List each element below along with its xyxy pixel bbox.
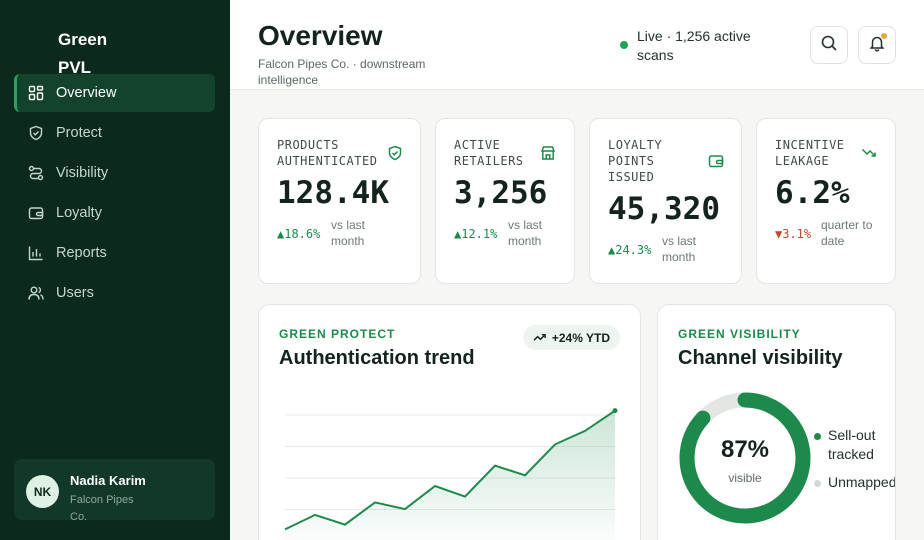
stat-card-incentive-leakage: INCENTIVE LEAKAGE 6.2% ▼3.1% quarter to … xyxy=(756,118,896,284)
channel-visibility-panel: GREEN VISIBILITY Channel visibility 87% … xyxy=(657,304,896,540)
sidebar-item-overview[interactable]: Overview xyxy=(14,74,215,112)
store-icon xyxy=(540,145,556,161)
stat-label: INCENTIVE LEAKAGE xyxy=(775,138,845,168)
stat-delta: ▼3.1% xyxy=(775,227,812,241)
sidebar-item-protect[interactable]: Protect xyxy=(14,114,215,152)
sidebar-item-loyalty[interactable]: Loyalty xyxy=(14,194,215,232)
stat-card-loyalty-points: LOYALTY POINTS ISSUED 45,320 ▲24.3% vs l… xyxy=(589,118,742,284)
shield-icon xyxy=(28,125,44,141)
sidebar-item-visibility[interactable]: Visibility xyxy=(14,154,215,192)
bar-chart-icon xyxy=(28,245,44,261)
authentication-trend-panel: GREEN PROTECT Authentication trend +24% … xyxy=(258,304,641,540)
wallet-icon xyxy=(708,153,724,169)
ytd-badge: +24% YTD xyxy=(522,325,620,350)
stat-period: vs last month xyxy=(331,218,366,248)
sidebar-item-label: Loyalty xyxy=(56,205,102,221)
sidebar-item-label: Overview xyxy=(56,85,117,101)
stat-label: LOYALTY POINTS ISSUED xyxy=(608,138,663,184)
search-icon xyxy=(820,34,838,57)
stat-card-products-authenticated: PRODUCTS AUTHENTICATED 128.4K ▲18.6% vs … xyxy=(258,118,421,284)
page-title: Overview xyxy=(258,20,383,51)
sidebar-item-users[interactable]: Users xyxy=(14,274,215,312)
brand-name: Green PVL xyxy=(58,30,108,77)
trend-up-icon xyxy=(533,334,546,341)
legend-dot xyxy=(814,480,821,487)
trend-chart xyxy=(284,408,618,540)
trend-point-last xyxy=(612,408,618,414)
search-button[interactable] xyxy=(810,26,848,64)
donut-label: visible xyxy=(728,471,762,485)
wallet-icon xyxy=(28,205,44,221)
visibility-donut xyxy=(679,392,811,524)
panel-title: Authentication trend xyxy=(279,347,475,369)
stat-period: vs last month xyxy=(662,234,697,264)
legend-label: Unmapped xyxy=(828,474,896,490)
sidebar-item-label: Visibility xyxy=(56,165,109,181)
stat-value: 128.4K xyxy=(277,175,389,211)
sidebar-item-label: Reports xyxy=(56,245,107,261)
stat-value: 6.2% xyxy=(775,175,850,211)
stat-delta: ▲24.3% xyxy=(608,243,652,257)
legend-item-tracked: Sell-out tracked xyxy=(814,426,895,464)
donut-value-arc xyxy=(679,392,811,524)
sidebar-item-label: Users xyxy=(56,285,94,301)
sidebar-item-label: Protect xyxy=(56,125,102,141)
grid-icon xyxy=(28,85,44,101)
stat-value: 45,320 xyxy=(608,191,720,227)
sidebar: Green PVL Overview Protect Visibility Lo… xyxy=(0,0,230,540)
stat-label: PRODUCTS AUTHENTICATED xyxy=(277,138,378,168)
sidebar-item-reports[interactable]: Reports xyxy=(14,234,215,272)
stat-label: ACTIVE RETAILERS xyxy=(454,138,524,168)
live-status-text: Live · 1,256 active scans xyxy=(637,28,751,63)
stat-delta: ▲12.1% xyxy=(454,227,498,241)
panel-eyebrow: GREEN VISIBILITY xyxy=(678,327,801,341)
panel-title: Channel visibility xyxy=(678,347,843,369)
shield-check-icon xyxy=(387,145,403,161)
stat-period: quarter to date xyxy=(821,218,873,248)
legend-label: Sell-out tracked xyxy=(828,427,876,462)
stat-delta: ▲18.6% xyxy=(277,227,321,241)
legend-item-unmapped: Unmapped xyxy=(814,473,896,492)
user-card[interactable]: NK Nadia Karim Falcon Pipes Co. xyxy=(14,459,215,523)
stat-value: 3,256 xyxy=(454,175,548,211)
live-status-dot xyxy=(620,41,628,49)
trend-line xyxy=(284,409,616,531)
page-header: Overview Falcon Pipes Co. · downstream i… xyxy=(230,0,924,90)
users-icon xyxy=(28,285,44,301)
panel-eyebrow: GREEN PROTECT xyxy=(279,327,396,341)
user-org: Falcon Pipes Co. xyxy=(70,494,134,523)
legend-dot xyxy=(814,433,821,440)
user-name: Nadia Karim xyxy=(70,473,146,488)
stat-card-active-retailers: ACTIVE RETAILERS 3,256 ▲12.1% vs last mo… xyxy=(435,118,575,284)
notifications-button[interactable] xyxy=(858,26,896,64)
route-icon xyxy=(28,165,44,181)
donut-value: 87% xyxy=(720,436,770,463)
avatar: NK xyxy=(26,475,59,508)
trend-down-icon xyxy=(861,145,877,161)
sidebar-nav: Overview Protect Visibility Loyalty Repo… xyxy=(14,74,215,314)
page-subtitle: Falcon Pipes Co. · downstream intelligen… xyxy=(258,57,426,87)
trend-area xyxy=(285,410,615,540)
stat-period: vs last month xyxy=(508,218,543,248)
bell-icon xyxy=(868,34,886,57)
notification-badge xyxy=(881,33,887,39)
ytd-badge-label: +24% YTD xyxy=(551,330,610,345)
